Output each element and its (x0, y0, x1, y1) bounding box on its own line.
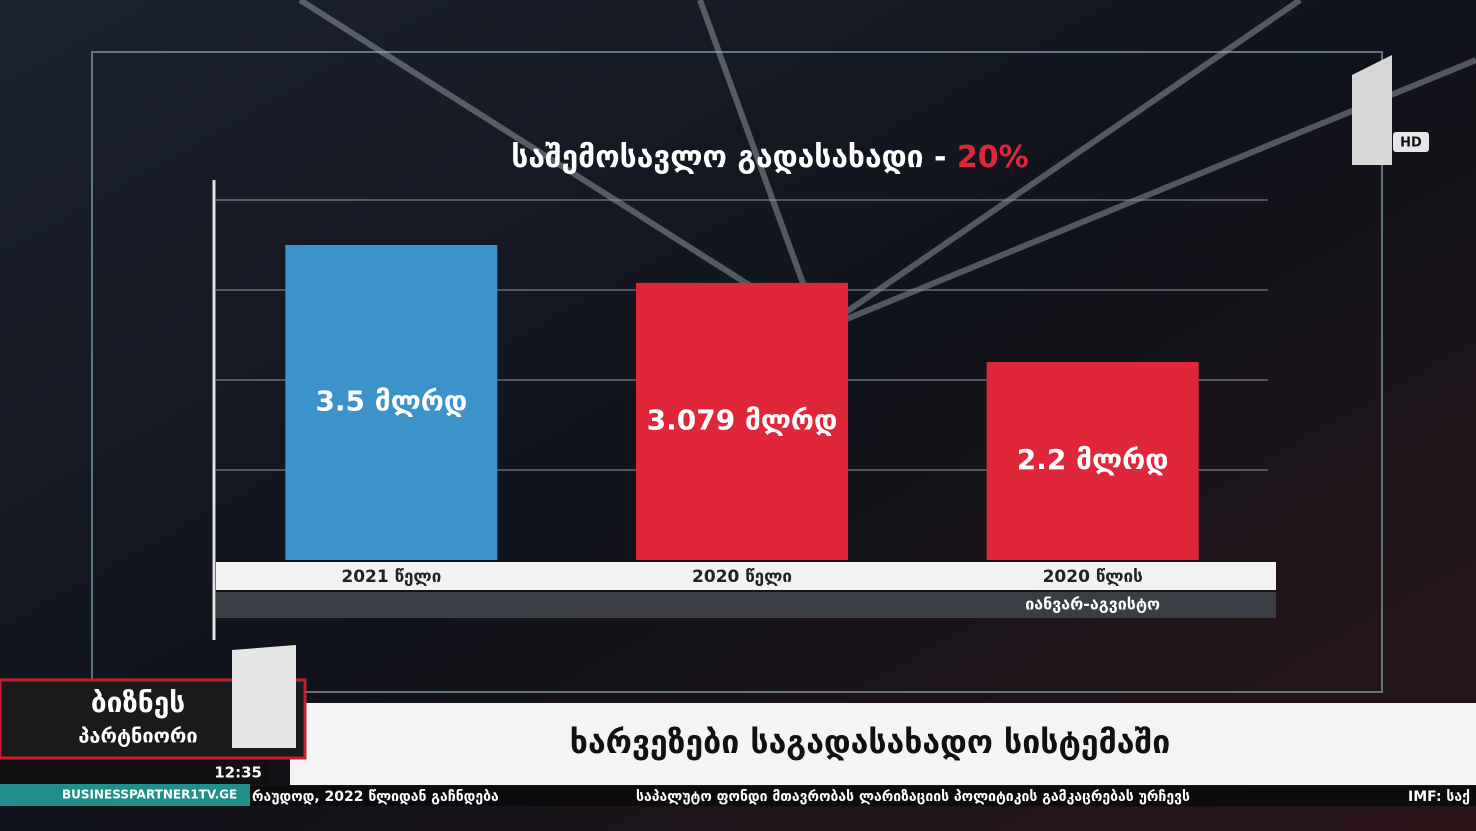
x-tick-label: 2020 წელი (692, 567, 792, 587)
ticker-item: საპალუტო ფონდი მთავრობას ლარიზაციის პოლი… (636, 789, 1190, 805)
value-label: 3.5 მლრდ (315, 385, 467, 418)
show-name-2: პარტნიორი (78, 724, 197, 748)
headline: ხარვეზები საგადასახადო სისტემაში (570, 723, 1170, 761)
title-highlight: 20% (957, 140, 1029, 175)
note-band (216, 592, 1276, 618)
bar (285, 245, 498, 560)
frame (91, 51, 1383, 693)
ticker-item: IMF: საქ (1408, 789, 1470, 805)
website: BUSINESSPARTNER1TV.GE (62, 788, 237, 802)
category-band (216, 562, 1276, 590)
headline-bar (290, 703, 1476, 785)
website-bar (0, 784, 250, 806)
chart-title: საშემოსავლო გადასახადი - 20% (511, 140, 1028, 175)
clock-bar (0, 760, 270, 784)
plot: 3.5 მლრდ 2021 წელი 3.079 მლრდ 2020 წელი 2.2 … (216, 199, 1268, 614)
hd-badge (1393, 132, 1429, 152)
value-label: 3.079 მლრდ (647, 403, 838, 436)
hd-text: HD (1400, 136, 1422, 151)
channel-logo (1352, 55, 1392, 165)
bar (636, 282, 848, 560)
show-name-1: ბიზნეს (91, 686, 185, 719)
ticker-bar (250, 786, 1476, 806)
value-label: 2.2 მლრდ (1017, 443, 1169, 476)
x-tick-label: 2020 წლის (1043, 567, 1143, 587)
ticker-item: რაუდოდ, 2022 წლიდან გაჩნდება (252, 789, 499, 805)
category-note: იანვარ-აგვისტო (1025, 595, 1160, 614)
clock: 12:35 (214, 764, 262, 782)
bar (986, 362, 1199, 560)
x-tick-label: 2021 წელი (341, 567, 441, 587)
title-main: საშემოსავლო გადასახადი - (511, 140, 946, 175)
show-logo (232, 645, 296, 748)
